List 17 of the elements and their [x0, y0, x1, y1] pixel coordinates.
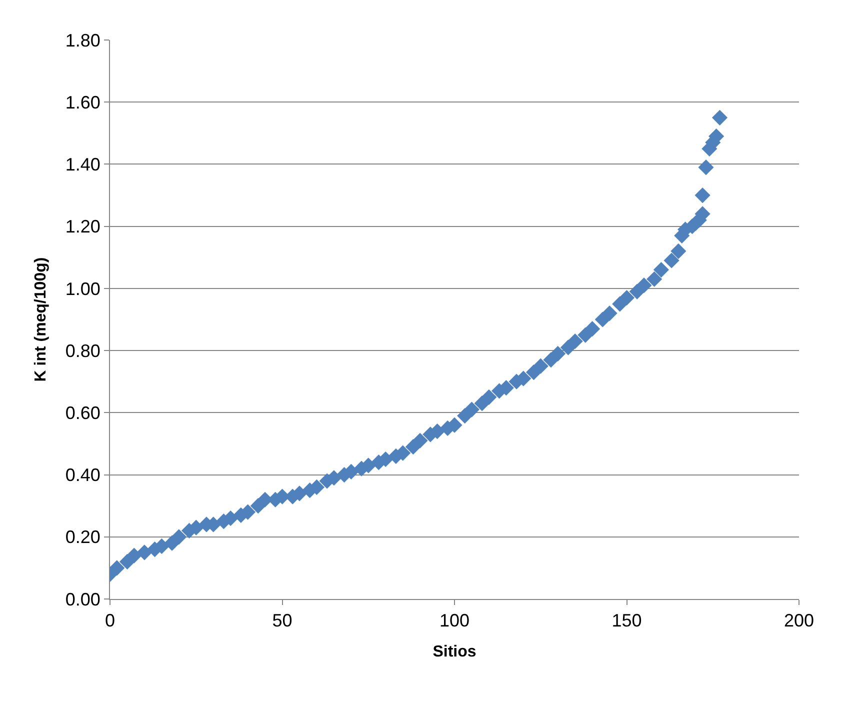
y-tick-label: 0.60	[65, 402, 100, 423]
y-tick-label: 1.60	[65, 92, 100, 112]
y-tick-label: 1.00	[65, 278, 100, 299]
y-tick-label: 0.80	[65, 340, 100, 361]
x-tick-label: 150	[612, 610, 642, 631]
y-tick-label: 1.80	[65, 30, 100, 50]
y-tick-label: 1.20	[65, 216, 100, 237]
x-tick-label: 50	[272, 610, 292, 631]
x-axis-title: Sitios	[432, 643, 476, 660]
y-axis-title: K int (meq/100g)	[32, 257, 50, 382]
x-tick-label: 200	[784, 610, 814, 631]
y-tick-label: 0.20	[65, 527, 100, 548]
y-tick-label: 0.00	[65, 589, 100, 610]
x-tick-label: 0	[104, 610, 116, 631]
y-tick-label: 0.40	[65, 465, 100, 486]
x-tick-label: 100	[439, 610, 470, 631]
y-tick-label: 1.40	[65, 154, 100, 175]
